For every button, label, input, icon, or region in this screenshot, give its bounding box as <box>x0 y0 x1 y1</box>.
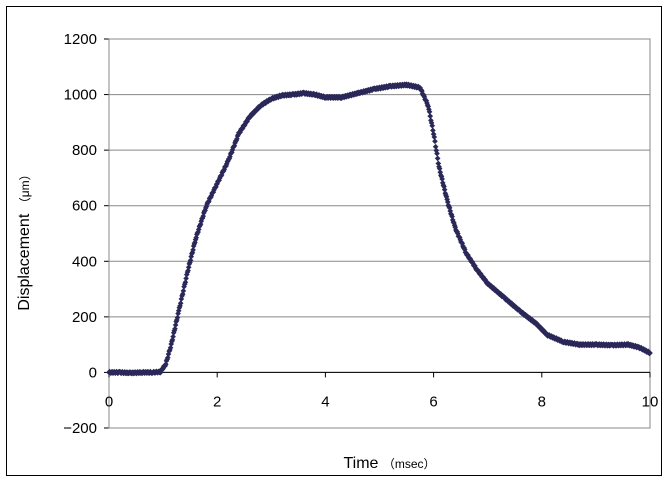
data-point <box>174 314 181 321</box>
y-tick-label: 600 <box>72 198 97 215</box>
chart-frame: −200 0 200 400 600 800 1000 1200 0 2 4 6 8 10 Time （… <box>6 6 662 476</box>
plot-area <box>108 38 651 429</box>
y-tick-label: 800 <box>72 142 97 159</box>
data-point <box>441 186 448 193</box>
data-point <box>180 288 187 294</box>
y-tick-label: −200 <box>63 420 97 437</box>
y-tick-label: 1200 <box>64 31 97 48</box>
x-axis-title: Time （msec） <box>343 455 435 472</box>
data-point <box>434 150 440 157</box>
x-tick-label: 10 <box>642 393 659 410</box>
data-point <box>167 344 174 351</box>
x-tick-labels: 0 2 4 6 8 10 <box>105 393 659 410</box>
data-point <box>432 143 439 150</box>
y-axis-label: Displacement <box>16 213 33 310</box>
x-axis-unit: （msec） <box>383 457 436 471</box>
x-tick-label: 2 <box>213 393 221 410</box>
data-point <box>183 275 189 282</box>
y-tick-label: 400 <box>72 253 97 270</box>
data-point <box>172 325 178 332</box>
chart: −200 0 200 400 600 800 1000 1200 0 2 4 6 8 10 Time （… <box>16 31 659 472</box>
data-point <box>182 279 189 286</box>
data-point <box>431 134 438 140</box>
data-point <box>177 300 184 307</box>
data-points <box>106 81 653 377</box>
x-tick-label: 0 <box>105 393 113 410</box>
axes <box>108 371 651 378</box>
data-point <box>165 354 171 361</box>
y-axis-unit: （μm） <box>18 168 32 209</box>
data-point <box>647 350 653 356</box>
data-point <box>190 247 196 253</box>
y-tick-label: 200 <box>72 309 97 326</box>
data-point <box>434 155 441 162</box>
x-tick-label: 8 <box>538 393 546 410</box>
data-point <box>432 138 438 145</box>
y-tick-label: 1000 <box>64 87 97 104</box>
data-point <box>427 113 434 119</box>
gridlines <box>104 38 650 429</box>
data-point <box>170 333 176 340</box>
y-tick-labels: −200 0 200 400 600 800 1000 1200 <box>63 31 97 437</box>
y-axis-title: Displacement （μm） <box>16 168 33 310</box>
data-point <box>187 257 194 264</box>
data-point <box>436 165 443 172</box>
x-axis-label: Time <box>343 455 378 472</box>
y-tick-label: 0 <box>89 364 97 381</box>
x-tick-label: 4 <box>321 393 329 410</box>
x-tick-label: 6 <box>429 393 437 410</box>
data-point <box>439 176 445 182</box>
data-point <box>430 127 436 134</box>
data-point <box>429 122 436 129</box>
data-point <box>426 108 433 115</box>
